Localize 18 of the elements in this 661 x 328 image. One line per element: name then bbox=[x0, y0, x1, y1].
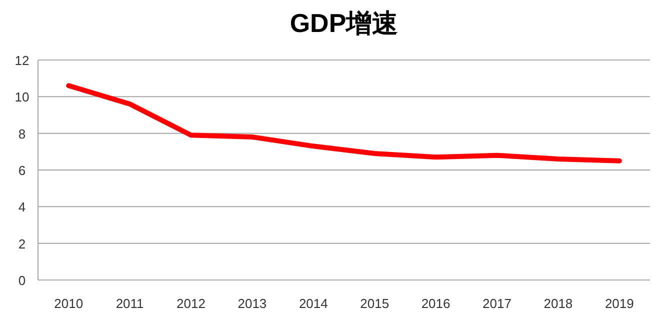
y-tick-label: 0 bbox=[18, 273, 26, 288]
x-tick-label: 2018 bbox=[544, 296, 573, 311]
x-tick-label: 2019 bbox=[604, 296, 634, 311]
x-tick-label: 2015 bbox=[360, 296, 390, 311]
x-tick-label: 2010 bbox=[54, 296, 84, 311]
chart-title: GDP增速 bbox=[290, 8, 398, 38]
y-tick-label: 6 bbox=[18, 163, 26, 178]
y-tick-label: 10 bbox=[14, 90, 30, 105]
x-tick-label: 2017 bbox=[482, 296, 512, 311]
x-tick-label: 2016 bbox=[421, 296, 450, 311]
y-tick-label: 12 bbox=[14, 53, 30, 68]
x-tick-label: 2014 bbox=[298, 296, 328, 311]
y-tick-label: 4 bbox=[18, 200, 26, 215]
x-tick-label: 2013 bbox=[238, 296, 267, 311]
y-tick-label: 8 bbox=[18, 126, 26, 142]
x-tick-label: 2012 bbox=[176, 296, 206, 311]
y-tick-label: 2 bbox=[18, 236, 26, 252]
x-tick-label: 2011 bbox=[116, 296, 144, 311]
